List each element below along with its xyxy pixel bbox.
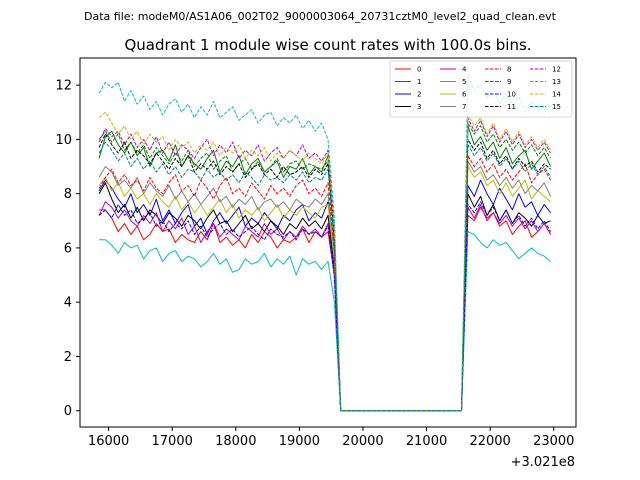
x-tick-label: 23000 (533, 434, 574, 449)
legend-label-14: 14 (552, 91, 561, 99)
y-tick-label: 2 (64, 350, 72, 365)
legend-label-7: 7 (462, 103, 466, 111)
legend-label-3: 3 (417, 103, 421, 111)
series-line-9 (98, 122, 552, 412)
legend-label-9: 9 (507, 78, 511, 86)
legend-label-5: 5 (462, 78, 466, 86)
y-tick-label: 12 (55, 79, 72, 94)
series-line-4 (98, 201, 552, 412)
legend-label-1: 1 (417, 78, 421, 86)
series-line-3 (98, 182, 551, 412)
plot-area (98, 73, 552, 412)
series-line-10 (98, 201, 552, 412)
y-tick-label: 10 (55, 133, 72, 148)
series-line-7 (98, 160, 552, 412)
legend-label-12: 12 (552, 66, 561, 74)
y-tick-label: 0 (64, 404, 72, 419)
x-tick-label: 21000 (406, 434, 447, 449)
series-line-14 (98, 111, 552, 412)
legend-box (389, 60, 573, 118)
x-tick-label: 22000 (469, 434, 510, 449)
chart-title: Quadrant 1 module wise count rates with … (124, 36, 531, 54)
series-line-5 (99, 231, 551, 412)
y-tick-label: 8 (64, 187, 72, 202)
legend-label-13: 13 (552, 78, 561, 86)
x-tick-label: 17000 (152, 434, 193, 449)
x-tick-label: 20000 (342, 434, 383, 449)
series-line-0 (99, 206, 552, 412)
y-tick-label: 6 (64, 241, 72, 256)
series-line-11 (98, 133, 551, 412)
series-line-13 (98, 73, 552, 412)
legend-label-11: 11 (507, 103, 516, 111)
legend-label-6: 6 (462, 91, 467, 99)
series-line-6 (98, 166, 551, 412)
legend-label-0: 0 (417, 66, 421, 74)
x-tick-label: 18000 (215, 434, 256, 449)
legend-label-8: 8 (507, 66, 511, 74)
series-line-15 (98, 141, 552, 412)
legend-label-15: 15 (552, 103, 561, 111)
axes: 16000 17000 18000 19000 20000 21000 22000 23000… (55, 57, 577, 449)
x-tick-label: 19000 (279, 434, 320, 449)
series-line-2 (98, 179, 551, 412)
x-offset-label: +3.021e8 (511, 455, 575, 470)
y-tick-label: 4 (64, 296, 72, 311)
legend-label-2: 2 (417, 91, 421, 99)
legend-label-4: 4 (462, 66, 467, 74)
figure-title: Data file: modeM0/AS1A06_002T02_90000030… (84, 10, 557, 23)
axes-frame (79, 57, 577, 428)
series-line-8 (98, 155, 552, 412)
x-tick-label: 16000 (88, 434, 129, 449)
legend-label-10: 10 (507, 91, 516, 99)
series-line-12 (98, 117, 552, 412)
series-lines (98, 73, 552, 412)
